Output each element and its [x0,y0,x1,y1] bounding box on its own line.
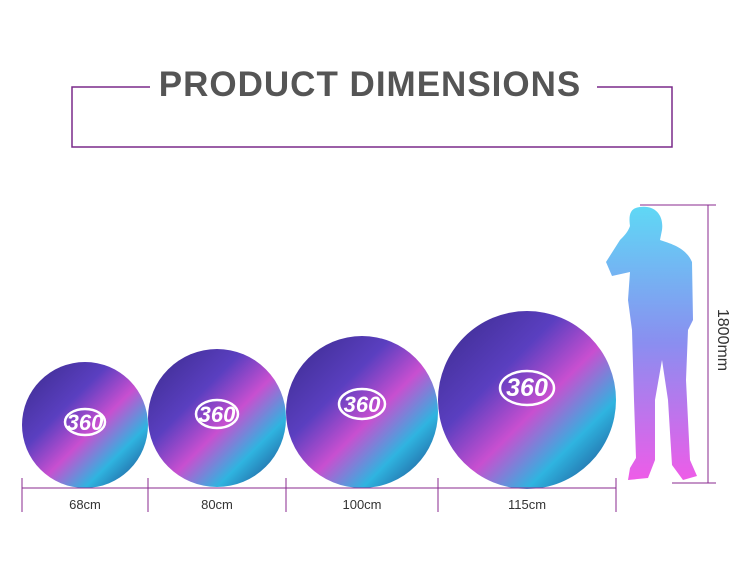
product-2: 360 [286,336,438,488]
width-dimensions: 68cm 80cm 100cm 115cm [21,478,617,512]
size-label: 68cm [69,497,101,512]
person [606,206,697,480]
logo: 360 [199,402,236,427]
product-0: 360 [22,362,148,488]
product-3: 360 [438,311,616,489]
size-label: 115cm [508,497,546,512]
title-frame: PRODUCT DIMENSIONS [71,65,673,148]
logo: 360 [506,374,548,402]
product-1: 360 [148,349,286,487]
logo: 360 [67,410,104,435]
height-dimension: 1800mm [640,204,731,484]
height-label: 1800mm [714,309,731,371]
logo: 360 [344,392,381,417]
size-label: 80cm [201,497,233,512]
page-title: PRODUCT DIMENSIONS [159,65,581,104]
size-label: 100cm [342,497,381,512]
